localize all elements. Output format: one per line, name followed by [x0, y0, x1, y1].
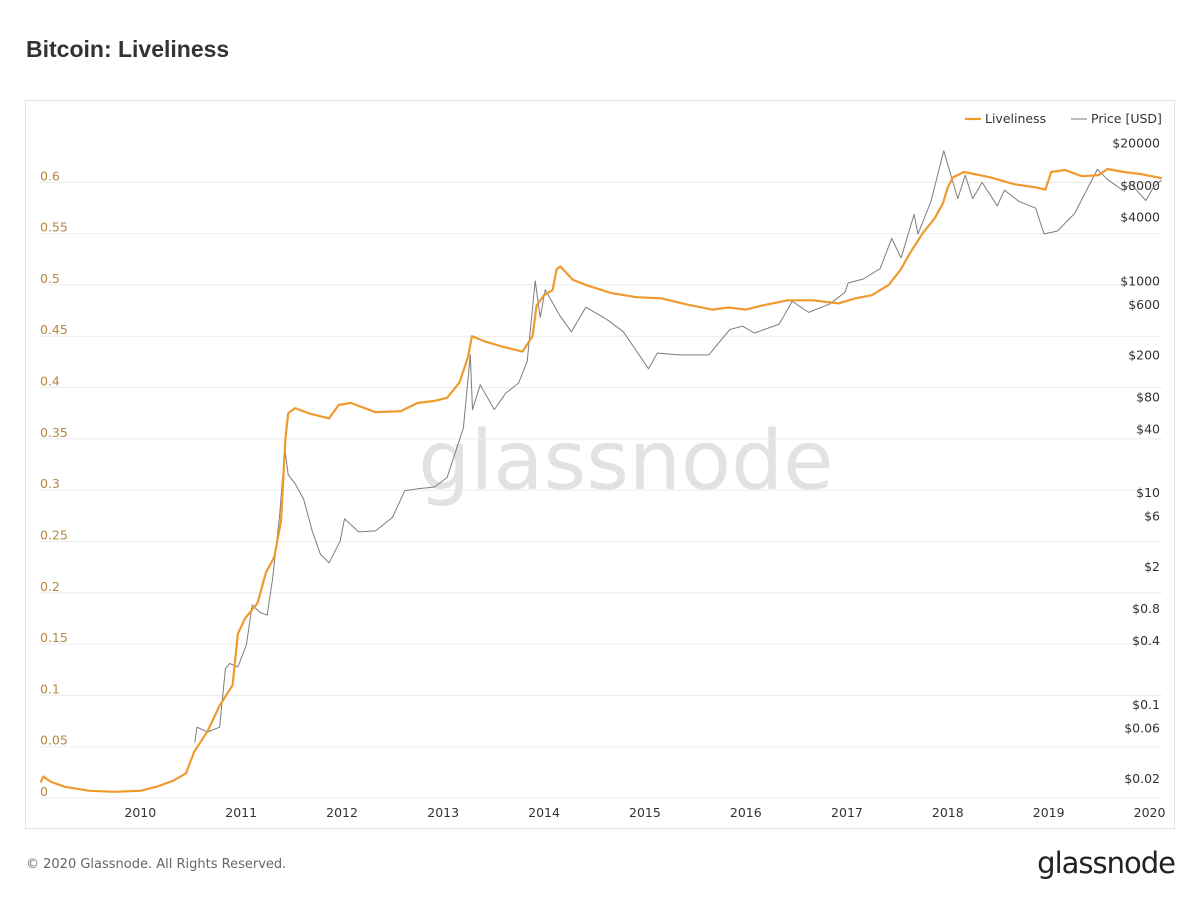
x-tick-label: 2019	[1033, 805, 1065, 820]
y-right-tick-label: $600	[1128, 297, 1160, 312]
x-tick-label: 2012	[326, 805, 358, 820]
y-left-tick-label: 0.5	[40, 271, 60, 286]
y-left-tick-label: 0.6	[40, 168, 60, 183]
y-right-tick-label: $6	[1144, 509, 1160, 524]
y-left-tick-label: 0.3	[40, 476, 60, 491]
watermark-text: glassnode	[418, 414, 833, 509]
y-left-tick-label: 0.05	[40, 733, 68, 748]
y-left-tick-label: 0.2	[40, 579, 60, 594]
y-right-tick-label: $0.1	[1132, 697, 1160, 712]
y-left-tick-label: 0.25	[40, 527, 68, 542]
y-left-tick-label: 0.55	[40, 220, 68, 235]
liveliness-series-line	[39, 167, 1163, 793]
x-tick-label: 2016	[730, 805, 762, 820]
price-series-line	[194, 150, 1162, 743]
y-left-tick-label: 0.15	[40, 630, 68, 645]
y-right-tick-label: $0.06	[1124, 720, 1160, 735]
y-right-tick-label: $10	[1136, 485, 1160, 500]
chart-title: Bitcoin: Liveliness	[26, 36, 230, 62]
y-right-tick-label: $8000	[1120, 178, 1160, 193]
y-right-tick-label: $1000	[1120, 273, 1160, 288]
y-right-tick-label: $4000	[1120, 210, 1160, 225]
y-left-tick-label: 0.35	[40, 425, 68, 440]
y-right-tick-label: $80	[1136, 389, 1160, 404]
legend-label-price: Price [USD]	[1091, 111, 1162, 126]
legend-label-liveliness: Liveliness	[985, 111, 1046, 126]
x-tick-label: 2020	[1134, 805, 1166, 820]
y-right-tick-label: $0.8	[1132, 601, 1160, 616]
x-tick-label: 2014	[528, 805, 560, 820]
x-tick-label: 2013	[427, 805, 459, 820]
chart-panel: glassnode 0 0.05 0.1 0.15 0.2 0.25 0.3 0.35 0.4 0.…	[25, 100, 1175, 829]
copyright-footer: © 2020 Glassnode. All Rights Reserved.	[26, 857, 287, 872]
x-tick-label: 2015	[629, 805, 661, 820]
x-tick-label: 2018	[932, 805, 964, 820]
y-left-tick-label: 0	[40, 784, 48, 799]
glassnode-logo: glassnode	[1037, 846, 1176, 880]
y-left-tick-label: 0.45	[40, 322, 68, 337]
y-right-tick-label: $200	[1128, 347, 1160, 362]
y-right-tick-label: $40	[1136, 421, 1160, 436]
y-right-tick-label: $20000	[1112, 136, 1160, 151]
x-tick-label: 2017	[831, 805, 863, 820]
y-right-tick-label: $0.02	[1124, 771, 1160, 786]
y-left-tick-label: 0.1	[40, 681, 60, 696]
liveliness-chart: glassnode 0 0.05 0.1 0.15 0.2 0.25 0.3 0.35 0.4 0.…	[39, 111, 1166, 820]
y-right-tick-label: $0.4	[1132, 633, 1160, 648]
y-left-tick-label: 0.4	[40, 374, 60, 389]
x-tick-label: 2011	[225, 805, 257, 820]
y-right-tick-label: $2	[1144, 559, 1160, 574]
x-tick-label: 2010	[124, 805, 156, 820]
